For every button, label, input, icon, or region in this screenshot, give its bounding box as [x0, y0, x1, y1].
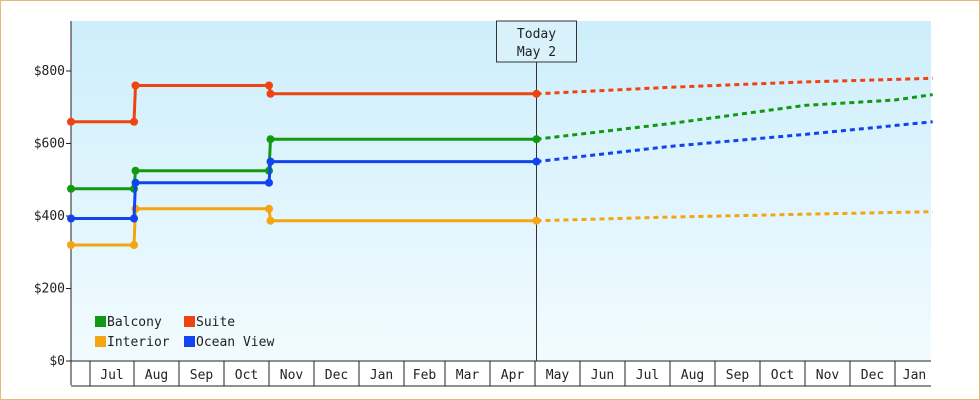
data-point: [266, 135, 275, 144]
forecast-line-ocean-view: [536, 120, 933, 164]
x-tick-label: Jun: [591, 368, 614, 383]
legend-item-ocean-view: Ocean View: [184, 335, 274, 350]
x-tick-label: Jul: [636, 368, 659, 383]
series-balcony: [67, 93, 933, 193]
today-label-line2: May 2: [517, 45, 556, 60]
data-point: [265, 178, 273, 187]
data-point: [265, 204, 273, 213]
legend-item-interior: Interior: [95, 335, 170, 350]
data-point: [265, 81, 273, 90]
x-tick-label: Nov: [816, 368, 840, 383]
data-point: [532, 135, 541, 144]
x-tick-label: Feb: [413, 368, 437, 383]
today-label-box: Today May 2: [496, 20, 577, 63]
today-label-line1: Today: [517, 27, 556, 42]
y-tick-label: $600: [34, 137, 65, 152]
y-tick-label: $200: [34, 282, 65, 297]
x-tick-label: Nov: [280, 368, 304, 383]
x-tick-label: Jul: [100, 368, 123, 383]
data-point: [131, 81, 140, 90]
data-point: [67, 241, 75, 249]
legend-swatch: [184, 316, 195, 327]
data-point: [266, 216, 275, 225]
data-point: [131, 166, 140, 175]
forecast-line-interior: [536, 210, 933, 223]
x-tick-label: Aug: [145, 368, 168, 383]
today-box-rect: [496, 20, 577, 63]
x-tick-label: Aug: [681, 368, 704, 383]
legend-item-suite: Suite: [184, 315, 235, 330]
x-tick-label: Mar: [456, 368, 480, 383]
forecast-line-balcony: [536, 93, 933, 141]
x-tick-label: Jan: [903, 368, 926, 383]
data-point: [67, 117, 75, 126]
x-tick-label: Dec: [861, 368, 884, 383]
data-point: [266, 157, 275, 166]
legend-swatch: [95, 316, 106, 327]
data-point: [130, 241, 138, 249]
x-tick-label: Apr: [501, 368, 525, 383]
x-tick-label: Jan: [370, 368, 393, 383]
y-tick-label: $800: [34, 64, 65, 79]
legend-swatch: [184, 336, 195, 347]
data-point: [67, 214, 75, 223]
data-point: [130, 117, 138, 126]
data-point: [67, 184, 75, 193]
data-point: [130, 214, 138, 223]
y-tick-label: $0: [49, 354, 65, 369]
x-tick-label: Oct: [771, 368, 794, 383]
series-line-ocean-view: [71, 160, 537, 220]
x-tick-label: May: [546, 368, 570, 383]
data-point: [266, 89, 275, 98]
series-suite: [67, 76, 933, 126]
x-tick-label: Dec: [325, 368, 348, 383]
data-point: [532, 216, 541, 225]
data-point: [532, 89, 541, 98]
series-line-balcony: [71, 137, 537, 191]
legend-label: Ocean View: [196, 335, 274, 350]
legend-item-balcony: Balcony: [95, 315, 162, 330]
legend-label: Suite: [196, 315, 235, 330]
plot-area: [71, 21, 931, 361]
y-tick-label: $400: [34, 209, 65, 224]
series-line-interior: [71, 207, 537, 247]
data-point: [532, 157, 541, 166]
x-tick-label: Oct: [235, 368, 258, 383]
legend-label: Balcony: [107, 315, 162, 330]
series-ocean-view: [67, 120, 933, 223]
x-tick-label: Sep: [190, 368, 214, 383]
x-tick-label: Sep: [726, 368, 750, 383]
series-line-suite: [71, 84, 537, 124]
forecast-line-suite: [536, 76, 933, 96]
legend-swatch: [95, 336, 106, 347]
data-point: [131, 178, 140, 187]
legend-label: Interior: [107, 335, 170, 350]
